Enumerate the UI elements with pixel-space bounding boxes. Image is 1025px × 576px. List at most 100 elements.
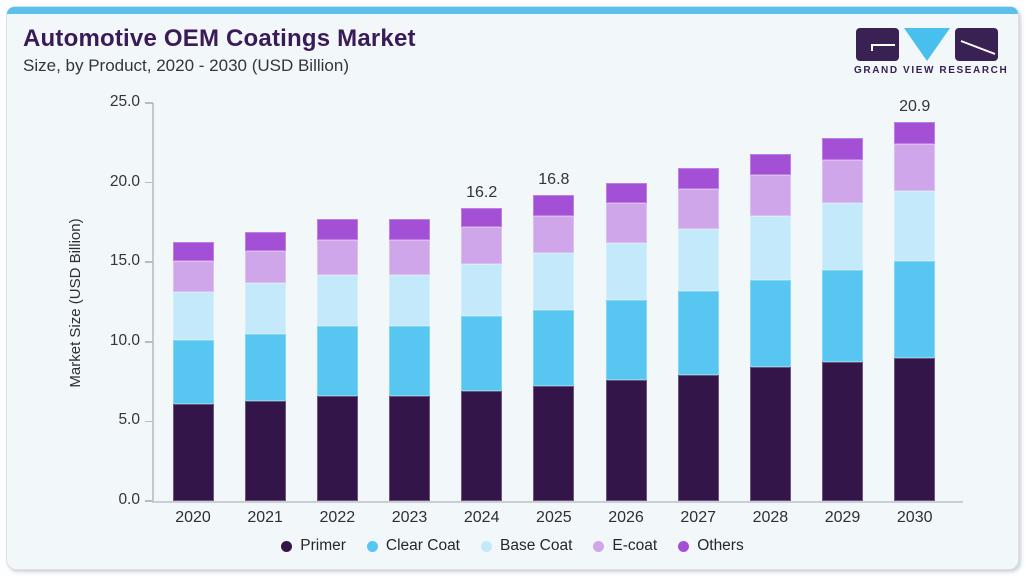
bar-segment-primer-2022 <box>316 395 358 501</box>
y-tick-mark-5.0 <box>145 420 153 423</box>
y-tick-mark-0.0 <box>145 500 153 502</box>
legend-item-e-coat: E-coat <box>593 537 657 555</box>
y-tick-mark-20.0 <box>145 181 153 184</box>
bar-total-label-2024: 16.2 <box>466 184 498 202</box>
legend-label-primer: Primer <box>300 537 346 554</box>
bar-segment-e-coat-2029 <box>822 160 864 204</box>
x-tick-label-2023: 2023 <box>391 509 428 526</box>
bar-segment-primer-2020 <box>172 403 214 501</box>
bar-segment-others-2030 <box>894 122 936 145</box>
y-tick-label-25.0: 25.0 <box>109 93 140 110</box>
legend-item-base-coat: Base Coat <box>481 537 572 555</box>
bar-segment-e-coat-2026 <box>605 203 647 244</box>
bar-segment-others-2023 <box>389 219 430 240</box>
y-tick-label-20.0: 20.0 <box>109 172 140 190</box>
gvr-logo-icon <box>856 28 998 61</box>
legend-label-base-coat: Base Coat <box>500 537 573 554</box>
legend-item-others: Others <box>678 537 744 555</box>
x-tick-label-2026: 2026 <box>608 509 644 526</box>
bar-segment-base-coat-2027 <box>677 228 719 291</box>
bar-segment-primer-2021 <box>244 400 286 501</box>
bar-segment-base-coat-2028 <box>749 216 791 280</box>
bar-segment-base-coat-2029 <box>822 203 864 271</box>
bar-segment-others-2029 <box>822 138 864 161</box>
x-tick-label-2022: 2022 <box>319 509 356 526</box>
bar-total-label-2030: 20.9 <box>899 98 931 116</box>
y-tick-label-0.0: 0.0 <box>118 491 140 508</box>
bar-segment-base-coat-2021 <box>244 282 286 334</box>
y-tick-mark-15.0 <box>145 261 153 263</box>
page-subtitle: Size, by Product, 2020 - 2030 (USD Billi… <box>23 55 349 75</box>
x-tick-label-2020: 2020 <box>175 509 211 526</box>
bar-segment-primer-2023 <box>389 395 430 501</box>
bar-segment-primer-2026 <box>605 380 647 501</box>
bar-segment-primer-2030 <box>894 357 936 501</box>
bar-segment-base-coat-2030 <box>894 190 936 261</box>
bar-segment-others-2021 <box>244 231 286 252</box>
bar-segment-primer-2028 <box>749 367 791 501</box>
bar-segment-base-coat-2022 <box>316 274 358 326</box>
gvr-logo-v-triangle <box>904 28 950 61</box>
bar-segment-others-2020 <box>172 241 214 261</box>
x-tick-label-2025: 2025 <box>536 509 572 526</box>
chart-legend: Primer Clear Coat Base Coat E-coat Others <box>0 537 1025 555</box>
legend-dot-primer-icon <box>281 540 293 552</box>
gvr-logo-g-stroke <box>871 44 895 51</box>
y-axis-title: Market Size (USD Billion) <box>67 218 84 388</box>
bar-segment-primer-2029 <box>822 362 864 501</box>
bar-segment-base-coat-2023 <box>389 274 430 326</box>
chart-header: Automotive OEM Coatings Market Size, by … <box>23 25 416 76</box>
bar-segment-clear-coat-2023 <box>389 325 430 396</box>
legend-item-primer: Primer <box>281 537 346 555</box>
legend-dot-e-coat-icon <box>593 540 605 552</box>
gvr-logo-right-block <box>955 28 998 61</box>
bar-segment-clear-coat-2026 <box>605 300 647 380</box>
x-tick-label-2027: 2027 <box>680 509 716 526</box>
bar-segment-e-coat-2027 <box>677 188 719 229</box>
gvr-logo-text: GRAND VIEW RESEARCH <box>854 65 1009 76</box>
bar-segment-clear-coat-2025 <box>533 309 575 387</box>
y-tick-label-5.0: 5.0 <box>118 411 140 429</box>
bar-segment-e-coat-2023 <box>389 239 430 275</box>
grand-view-research-logo: GRAND VIEW RESEARCH <box>854 27 1009 76</box>
bar-segment-e-coat-2020 <box>172 260 214 293</box>
bar-segment-e-coat-2021 <box>244 251 286 283</box>
bar-segment-e-coat-2024 <box>461 227 503 264</box>
bar-segment-others-2024 <box>461 208 503 228</box>
x-axis-line <box>152 501 963 503</box>
bar-segment-primer-2027 <box>677 375 719 501</box>
bar-segment-clear-coat-2022 <box>316 325 358 396</box>
bar-segment-clear-coat-2020 <box>172 340 214 404</box>
bar-segment-base-coat-2026 <box>605 243 647 301</box>
bar-segment-others-2026 <box>605 182 647 204</box>
bar-segment-others-2028 <box>749 153 791 175</box>
bar-segment-clear-coat-2027 <box>677 290 719 376</box>
legend-label-e-coat: E-coat <box>612 537 658 554</box>
legend-label-others: Others <box>697 537 744 554</box>
bar-segment-others-2022 <box>316 219 358 240</box>
bar-segment-base-coat-2024 <box>461 263 503 317</box>
y-tick-label-15.0: 15.0 <box>109 252 140 270</box>
page-title: Automotive OEM Coatings Market <box>23 25 416 52</box>
bar-segment-base-coat-2025 <box>533 252 575 310</box>
accent-top-strip <box>7 7 1018 14</box>
bar-segment-others-2025 <box>533 195 575 217</box>
x-tick-label-2030: 2030 <box>896 509 933 526</box>
x-tick-label-2028: 2028 <box>752 509 789 526</box>
legend-dot-base-coat-icon <box>481 540 492 552</box>
bar-segment-primer-2025 <box>533 386 575 501</box>
legend-label-clear-coat: Clear Coat <box>385 537 460 554</box>
y-tick-mark-25.0 <box>145 102 153 104</box>
legend-dot-clear-coat-icon <box>366 540 378 552</box>
bar-segment-clear-coat-2021 <box>244 333 286 401</box>
x-tick-label-2024: 2024 <box>463 509 500 526</box>
bar-segment-e-coat-2028 <box>749 174 791 217</box>
bar-segment-clear-coat-2030 <box>894 260 936 358</box>
gvr-logo-r-stroke <box>960 40 996 55</box>
bar-segment-others-2027 <box>677 168 719 189</box>
bar-segment-base-coat-2020 <box>172 292 214 341</box>
x-tick-label-2021: 2021 <box>247 509 283 526</box>
y-axis-line <box>152 103 154 501</box>
bar-segment-e-coat-2022 <box>316 239 358 275</box>
